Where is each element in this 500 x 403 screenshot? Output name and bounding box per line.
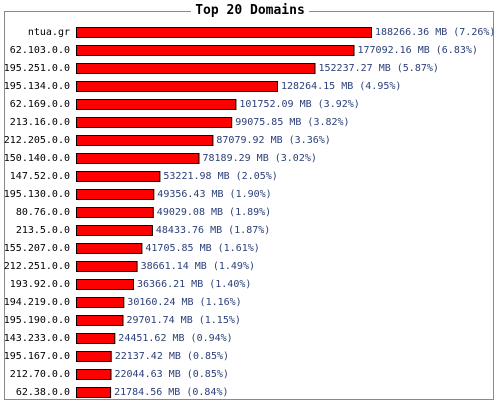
value-label: 36366.21 MB (1.40%): [137, 279, 251, 290]
category-label: 62.103.0.0: [10, 45, 70, 56]
value-label: 21784.56 MB (0.84%): [114, 387, 228, 398]
value-label: 177092.16 MB (6.83%): [358, 45, 478, 56]
category-label: 195.190.0.0: [4, 315, 70, 326]
bar: [76, 225, 153, 236]
chart-title: Top 20 Domains: [0, 3, 500, 19]
value-label: 29701.74 MB (1.15%): [127, 315, 241, 326]
value-label: 49029.08 MB (1.89%): [157, 207, 271, 218]
category-label: 194.219.0.0: [4, 297, 70, 308]
category-label: 195.167.0.0: [4, 351, 70, 362]
bar: [76, 171, 161, 182]
category-label: 155.207.0.0: [4, 243, 70, 254]
value-label: 24451.62 MB (0.94%): [118, 333, 232, 344]
bar: [76, 297, 125, 308]
value-label: 53221.98 MB (2.05%): [163, 171, 277, 182]
value-label: 48433.76 MB (1.87%): [156, 225, 270, 236]
category-label: 62.38.0.0: [16, 387, 70, 398]
value-label: 41705.85 MB (1.61%): [145, 243, 259, 254]
category-label: ntua.gr: [28, 27, 70, 38]
bar: [76, 369, 112, 380]
category-label: 147.52.0.0: [10, 171, 70, 182]
bar: [76, 279, 134, 290]
category-label: 193.92.0.0: [10, 279, 70, 290]
value-label: 22044.63 MB (0.85%): [115, 369, 229, 380]
bar: [76, 261, 138, 272]
bar: [76, 117, 233, 128]
bar: [76, 315, 124, 326]
bar: [76, 99, 237, 110]
bar: [76, 189, 155, 200]
category-label: 195.130.0.0: [4, 189, 70, 200]
value-label: 78189.29 MB (3.02%): [203, 153, 317, 164]
category-label: 212.251.0.0: [4, 261, 70, 272]
chart-title-text: Top 20 Domains: [191, 3, 309, 18]
value-label: 101752.09 MB (3.92%): [239, 99, 359, 110]
category-label: 150.140.0.0: [4, 153, 70, 164]
value-label: 87079.92 MB (3.36%): [216, 135, 330, 146]
category-label: 195.251.0.0: [4, 63, 70, 74]
category-label: 195.134.0.0: [4, 81, 70, 92]
value-label: 30160.24 MB (1.16%): [127, 297, 241, 308]
value-label: 188266.36 MB (7.26%): [375, 27, 495, 38]
value-label: 152237.27 MB (5.87%): [319, 63, 439, 74]
bar: [76, 153, 200, 164]
bar: [76, 45, 355, 56]
bar: [76, 63, 316, 74]
bar: [76, 135, 214, 146]
category-label: 212.70.0.0: [10, 369, 70, 380]
bar: [76, 81, 278, 92]
bar: [76, 351, 112, 362]
value-label: 128264.15 MB (4.95%): [281, 81, 401, 92]
bar: [76, 333, 116, 344]
category-label: 213.16.0.0: [10, 117, 70, 128]
bar: [76, 207, 154, 218]
category-label: 213.5.0.0: [16, 225, 70, 236]
category-label: 212.205.0.0: [4, 135, 70, 146]
value-label: 38661.14 MB (1.49%): [141, 261, 255, 272]
bar: [76, 387, 112, 398]
bar: [76, 27, 372, 38]
value-label: 22137.42 MB (0.85%): [115, 351, 229, 362]
category-label: 143.233.0.0: [4, 333, 70, 344]
value-label: 49356.43 MB (1.90%): [157, 189, 271, 200]
bar: [76, 243, 143, 254]
value-label: 99075.85 MB (3.82%): [235, 117, 349, 128]
category-label: 62.169.0.0: [10, 99, 70, 110]
category-label: 80.76.0.0: [16, 207, 70, 218]
